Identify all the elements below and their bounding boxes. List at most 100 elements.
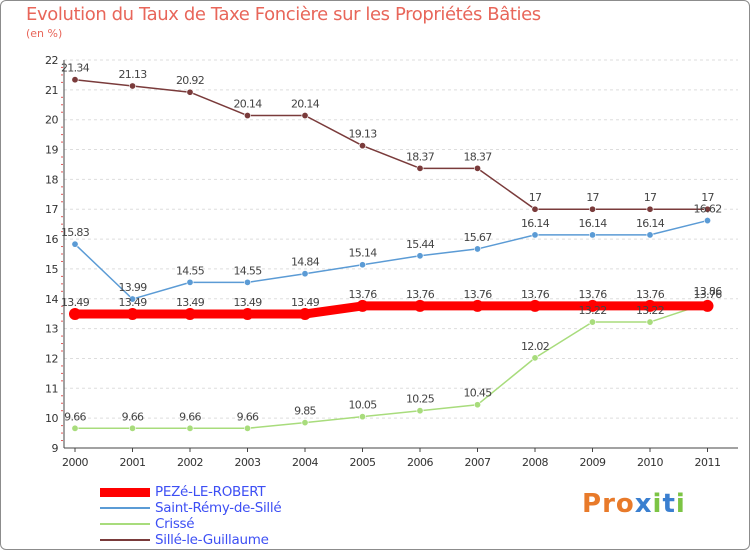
data-label: 16.14 [521, 217, 550, 230]
minor-tick [61, 74, 63, 76]
data-point [703, 205, 711, 213]
legend-swatch [100, 539, 150, 541]
x-tick-label: 2002 [177, 456, 203, 469]
minor-tick [61, 231, 63, 233]
minor-tick [61, 372, 63, 374]
minor-tick [61, 223, 63, 225]
x-tick-label: 2011 [695, 456, 721, 469]
y-tick-label: 13 [45, 323, 58, 336]
data-point [473, 401, 481, 409]
minor-tick [61, 335, 63, 337]
y-tick-label: 10 [45, 412, 58, 425]
legend-swatch [100, 507, 150, 509]
data-label: 10.45 [464, 387, 493, 400]
data-label: 21.34 [61, 62, 90, 75]
minor-tick [61, 141, 63, 143]
data-point [129, 295, 137, 303]
minor-tick [61, 320, 63, 322]
y-tick-label: 20 [45, 114, 58, 127]
data-point [416, 252, 424, 260]
data-label: 21.13 [119, 68, 148, 81]
x-tick-label: 2005 [350, 456, 376, 469]
minor-tick [61, 283, 63, 285]
minor-tick [61, 66, 63, 68]
minor-tick [61, 365, 63, 367]
minor-tick [61, 440, 63, 442]
data-label: 16.62 [694, 203, 722, 216]
data-label: 13.76 [464, 288, 493, 301]
data-point [703, 217, 711, 225]
data-label: 10.05 [349, 399, 378, 412]
legend: PEZé-LE-ROBERT Saint-Rémy-de-Sillé Crissé S… [100, 484, 400, 548]
minor-tick [61, 275, 63, 277]
minor-tick [61, 171, 63, 173]
minor-tick [61, 216, 63, 218]
y-tick-label: 17 [45, 203, 58, 216]
data-label: 13.49 [234, 296, 263, 309]
data-label: 14.84 [291, 256, 320, 269]
data-point [69, 307, 81, 320]
data-point [473, 245, 481, 253]
minor-tick [61, 201, 63, 203]
legend-swatch [100, 488, 150, 497]
minor-tick [61, 193, 63, 195]
x-tick-label: 2004 [292, 456, 318, 469]
minor-tick [61, 432, 63, 434]
data-label: 14.55 [176, 264, 205, 277]
data-point [301, 419, 309, 427]
data-point [244, 112, 252, 120]
data-label: 9.66 [64, 410, 86, 423]
data-label: 13.76 [349, 288, 378, 301]
data-label: 17 [644, 191, 657, 204]
minor-tick [61, 163, 63, 165]
minor-tick [61, 395, 63, 397]
y-tick-label: 22 [45, 54, 58, 67]
data-point [416, 407, 424, 415]
legend-label: Crissé [155, 516, 195, 532]
data-point [299, 307, 311, 320]
minor-tick [61, 81, 63, 83]
data-label: 17 [586, 191, 599, 204]
minor-tick [61, 96, 63, 98]
minor-tick [61, 343, 63, 345]
data-label: 13.49 [291, 296, 320, 309]
minor-tick [61, 410, 63, 412]
data-point [186, 88, 194, 96]
legend-label: Saint-Rémy-de-Sillé [155, 500, 282, 516]
data-point [186, 278, 194, 286]
data-point [358, 413, 366, 421]
x-tick-label: 2001 [120, 456, 146, 469]
data-label: 10.25 [406, 393, 435, 406]
data-point [186, 424, 194, 432]
x-tick-label: 2009 [580, 456, 606, 469]
data-point [646, 318, 654, 326]
data-label: 20.14 [234, 98, 263, 111]
minor-tick [61, 104, 63, 106]
data-point [71, 76, 79, 84]
y-tick-label: 16 [45, 233, 58, 246]
minor-tick [61, 313, 63, 315]
data-label: 13.49 [119, 296, 148, 309]
data-point [129, 82, 137, 90]
data-label: 9.66 [237, 410, 259, 423]
data-point [586, 299, 599, 312]
data-label: 20.92 [176, 74, 204, 87]
minor-tick [61, 253, 63, 255]
series-line-2 [75, 302, 708, 430]
data-point [301, 270, 309, 278]
y-tick-label: 12 [45, 352, 58, 365]
y-tick-label: 18 [45, 173, 58, 186]
data-label: 13.76 [579, 288, 608, 301]
x-tick-label: 2003 [235, 456, 261, 469]
data-label: 16.14 [579, 217, 608, 230]
x-tick-label: 2006 [407, 456, 433, 469]
data-point [416, 164, 424, 172]
legend-label: Sillé-le-Guillaume [155, 532, 269, 548]
data-label: 9.66 [122, 410, 144, 423]
data-label: 13.76 [521, 288, 550, 301]
minor-tick [61, 402, 63, 404]
data-label: 9.66 [179, 410, 201, 423]
data-label: 16.14 [636, 217, 665, 230]
data-label: 20.14 [291, 98, 320, 111]
data-label: 13.49 [176, 296, 205, 309]
